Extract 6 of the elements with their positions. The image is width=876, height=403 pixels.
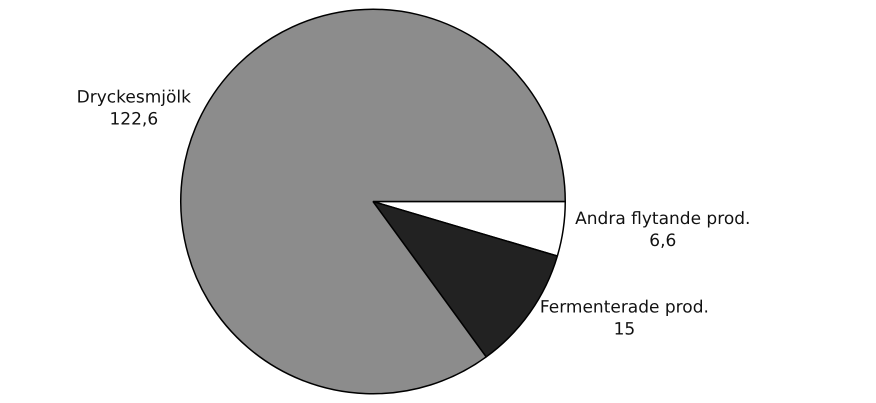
slice-label: Dryckesmjölk — [76, 87, 192, 108]
slice-label: Fermenterade prod. — [540, 298, 709, 318]
data-label: 122,6 — [109, 109, 158, 130]
data-label: 6,6 — [649, 231, 676, 252]
slice-label: Andra flytande prod. — [575, 209, 750, 230]
data-label: 15 — [614, 320, 636, 340]
